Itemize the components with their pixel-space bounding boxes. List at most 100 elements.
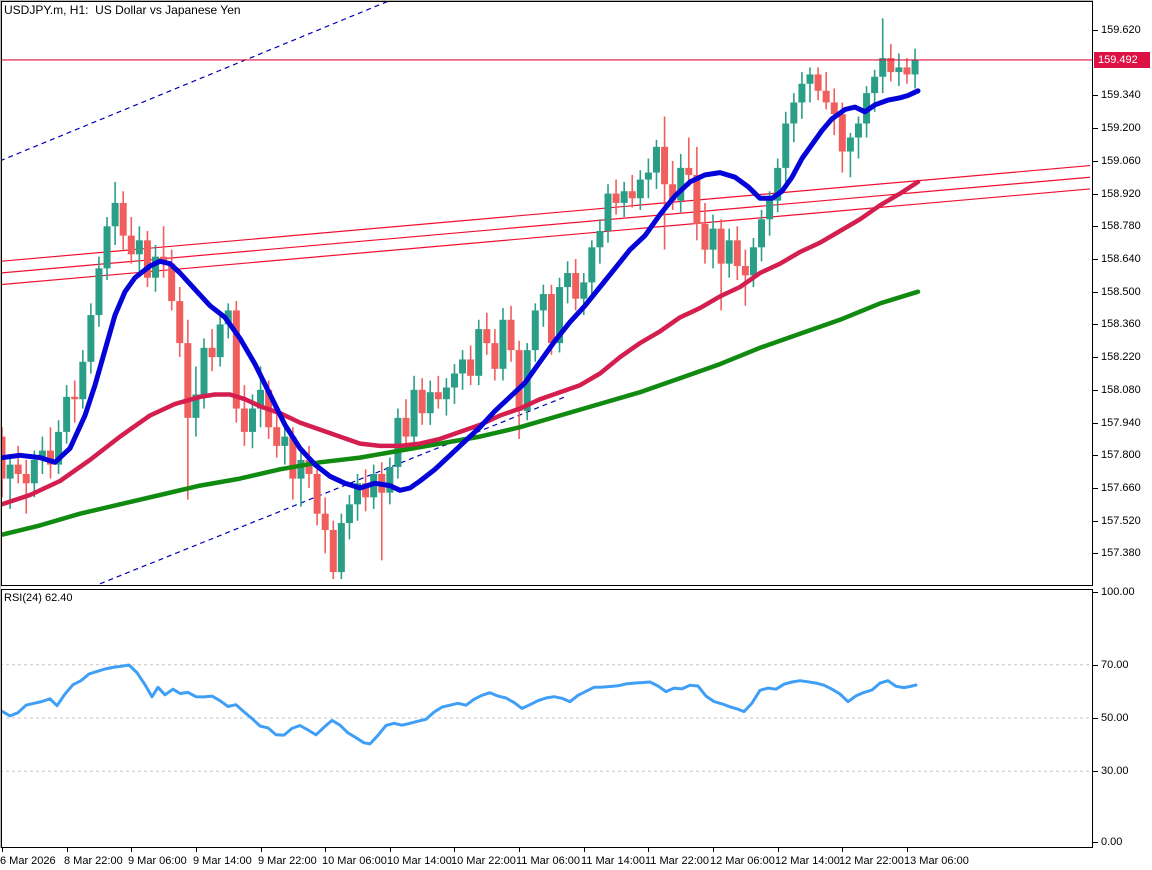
candle-body <box>442 387 450 400</box>
candle-body <box>515 350 523 411</box>
candle-body <box>749 247 757 276</box>
candle-body <box>838 114 846 152</box>
chart-title: USDJPY.m, H1: US Dollar vs Japanese Yen <box>4 3 241 17</box>
candle-body <box>297 459 305 479</box>
price-label: 159.200 <box>1101 122 1141 134</box>
candle-body <box>507 319 515 351</box>
candle-body <box>313 473 321 514</box>
time-label: 11 Mar 22:00 <box>645 855 710 867</box>
price-tick <box>1093 423 1098 424</box>
candle-body <box>483 329 491 344</box>
candle-body <box>895 67 903 73</box>
candle-body <box>6 464 14 479</box>
red-channel-line[interactable] <box>2 164 1091 262</box>
rsi-indicator-panel[interactable] <box>1 589 1093 848</box>
price-chart-canvas[interactable] <box>2 2 1092 585</box>
candle-body <box>547 294 555 344</box>
red-channel-line[interactable] <box>2 188 1091 286</box>
candle-body <box>22 473 30 484</box>
candle-body <box>798 83 806 103</box>
time-tick <box>261 848 262 852</box>
current-price-tag: 159.492 <box>1094 52 1150 68</box>
rsi-value-label: 30.00 <box>1101 765 1129 777</box>
candle-body <box>782 123 790 168</box>
candle-body <box>402 417 410 437</box>
price-label: 159.620 <box>1101 24 1141 36</box>
candle-body <box>321 513 329 531</box>
blue-dashed-trendline[interactable] <box>2 2 392 161</box>
candle-body <box>580 282 588 299</box>
price-chart-panel[interactable] <box>1 1 1093 586</box>
rsi-canvas[interactable] <box>2 590 1092 847</box>
candle-body <box>822 90 830 103</box>
time-tick <box>584 848 585 852</box>
candle-body <box>556 287 564 344</box>
price-label: 158.920 <box>1101 188 1141 200</box>
candle-body <box>119 202 127 236</box>
candle-body <box>467 359 475 376</box>
red-channel-line[interactable] <box>2 176 1091 274</box>
time-tick <box>713 848 714 852</box>
time-label: 9 Mar 06:00 <box>128 855 187 867</box>
candle-body <box>216 324 224 358</box>
ma-fast-blue <box>2 88 921 493</box>
time-tick <box>131 848 132 852</box>
time-tick <box>2 848 3 852</box>
candles-layer <box>2 18 919 580</box>
candle-body <box>394 417 402 467</box>
candle-body <box>240 408 248 432</box>
time-axis[interactable]: 6 Mar 2026 8 Mar 22:00 9 Mar 06:00 9 Mar 14… <box>0 848 1152 870</box>
rsi-value-label: 0.00 <box>1101 836 1123 848</box>
candle-body <box>588 247 596 283</box>
candle-body <box>741 266 749 276</box>
candle-body <box>475 329 483 376</box>
candle-body <box>103 226 111 269</box>
price-label: 158.780 <box>1101 220 1141 232</box>
candle-body <box>192 394 200 418</box>
time-tick <box>778 848 779 852</box>
candle-body <box>111 202 119 227</box>
candle-body <box>289 436 297 479</box>
rsi-value-label: 50.00 <box>1101 712 1129 724</box>
candle-body <box>87 315 95 362</box>
blue-dashed-trendline[interactable] <box>99 396 566 585</box>
candle-body <box>434 392 442 400</box>
price-tick <box>1093 521 1098 522</box>
candle-body <box>806 74 814 84</box>
candle-body <box>63 396 71 432</box>
price-label: 157.520 <box>1101 515 1141 527</box>
candle-body <box>305 459 313 474</box>
rsi-value-label: 100.00 <box>1101 586 1135 598</box>
ma-slow-green <box>2 289 921 537</box>
candle-body <box>168 263 176 302</box>
candle-body <box>248 408 256 432</box>
rsi-value-tick <box>1093 718 1098 719</box>
candle-body <box>450 373 458 388</box>
time-label: 13 Mar 06:00 <box>904 855 969 867</box>
candle-body <box>459 359 467 374</box>
price-label: 158.360 <box>1101 318 1141 330</box>
candle-body <box>135 240 143 255</box>
candle-body <box>46 450 54 465</box>
price-tick <box>1093 390 1098 391</box>
time-tick <box>648 848 649 852</box>
price-tick <box>1093 226 1098 227</box>
time-label: 6 Mar 2026 <box>0 855 56 867</box>
price-axis[interactable]: 159.492 159.620 159.340 159.200 159.060 158.… <box>1093 0 1152 848</box>
price-tick <box>1093 161 1098 162</box>
time-tick <box>842 848 843 852</box>
candle-body <box>491 343 499 369</box>
time-label: 12 Mar 14:00 <box>775 855 840 867</box>
candle-body <box>709 228 717 250</box>
candle-body <box>208 347 216 358</box>
time-tick <box>325 848 326 852</box>
candle-body <box>127 235 135 255</box>
time-label: 11 Mar 06:00 <box>516 855 581 867</box>
price-label: 157.660 <box>1101 482 1141 494</box>
candle-body <box>564 273 572 288</box>
price-label: 158.080 <box>1101 384 1141 396</box>
time-label: 8 Mar 22:00 <box>64 855 123 867</box>
candle-body <box>879 58 887 77</box>
candle-body <box>596 230 604 248</box>
